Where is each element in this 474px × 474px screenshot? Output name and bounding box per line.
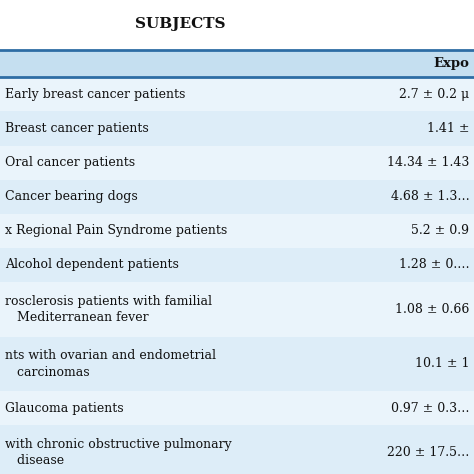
Text: 4.68 ± 1.3…: 4.68 ± 1.3… xyxy=(391,190,469,203)
Bar xyxy=(0,248,474,282)
Text: 220 ± 17.5…: 220 ± 17.5… xyxy=(387,446,469,459)
Text: 1.08 ± 0.66: 1.08 ± 0.66 xyxy=(395,303,469,316)
Text: SUBJECTS: SUBJECTS xyxy=(135,17,225,31)
Text: nts with ovarian and endometrial
   carcinomas: nts with ovarian and endometrial carcino… xyxy=(5,349,216,379)
Text: Alcohol dependent patients: Alcohol dependent patients xyxy=(5,258,179,272)
Bar xyxy=(0,50,474,77)
Bar xyxy=(0,111,474,146)
Bar xyxy=(0,337,474,391)
Text: Glaucoma patients: Glaucoma patients xyxy=(5,401,123,415)
Bar xyxy=(0,146,474,180)
Bar xyxy=(0,282,474,337)
Text: with chronic obstructive pulmonary
   disease: with chronic obstructive pulmonary disea… xyxy=(5,438,231,467)
Text: 10.1 ± 1: 10.1 ± 1 xyxy=(415,357,469,370)
Text: 0.97 ± 0.3…: 0.97 ± 0.3… xyxy=(391,401,469,415)
Bar xyxy=(0,391,474,425)
Text: Oral cancer patients: Oral cancer patients xyxy=(5,156,135,169)
Bar xyxy=(0,180,474,214)
Bar xyxy=(0,77,474,111)
Text: 5.2 ± 0.9: 5.2 ± 0.9 xyxy=(411,224,469,237)
Text: Breast cancer patients: Breast cancer patients xyxy=(5,122,148,135)
Text: Cancer bearing dogs: Cancer bearing dogs xyxy=(5,190,137,203)
Text: 14.34 ± 1.43: 14.34 ± 1.43 xyxy=(387,156,469,169)
Text: Early breast cancer patients: Early breast cancer patients xyxy=(5,88,185,101)
Text: x Regional Pain Syndrome patients: x Regional Pain Syndrome patients xyxy=(5,224,227,237)
Bar xyxy=(0,425,474,474)
Text: 2.7 ± 0.2 μ: 2.7 ± 0.2 μ xyxy=(399,88,469,101)
Text: 1.28 ± 0.…: 1.28 ± 0.… xyxy=(399,258,469,272)
Text: 1.41 ±: 1.41 ± xyxy=(427,122,469,135)
Text: Expo: Expo xyxy=(433,57,469,70)
Bar xyxy=(0,214,474,248)
Text: rosclerosis patients with familial
   Mediterranean fever: rosclerosis patients with familial Medit… xyxy=(5,294,212,324)
